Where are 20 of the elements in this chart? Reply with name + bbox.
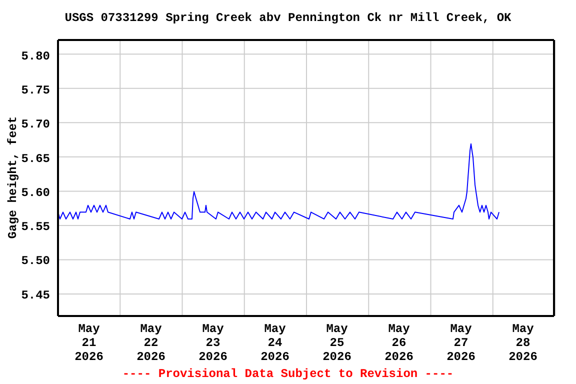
x-tick-label: May 21 2026	[74, 322, 104, 364]
x-tick-label: May 23 2026	[198, 322, 228, 364]
chart-title: USGS 07331299 Spring Creek abv Pennington Ck nr Mill Creek, OK	[64, 11, 512, 25]
y-tick-label: 5.80	[21, 49, 50, 64]
x-tick-label: May 25 2026	[322, 322, 352, 364]
x-tick-label: May 26 2026	[384, 322, 414, 364]
y-tick-label: 5.45	[21, 288, 50, 302]
y-axis-title: Gage height, feet	[6, 116, 20, 239]
y-tick-label: 5.70	[21, 118, 50, 132]
y-tick-label: 5.60	[21, 186, 50, 200]
text: ---- Provisional Data Subject to Revision ----	[121, 367, 455, 381]
line-series	[58, 143, 500, 220]
y-tick-label: 5.55	[21, 220, 50, 234]
x-tick-label: May 28 2026	[508, 322, 538, 364]
x-tick-label: May 24 2026	[260, 322, 290, 364]
y-tick-label: 5.50	[21, 254, 50, 268]
y-tick-label: 5.65	[21, 152, 50, 166]
y-tick-label: 5.75	[21, 83, 50, 98]
x-tick-label: May 27 2026	[446, 322, 476, 364]
x-tick-label: May 22 2026	[136, 322, 166, 364]
